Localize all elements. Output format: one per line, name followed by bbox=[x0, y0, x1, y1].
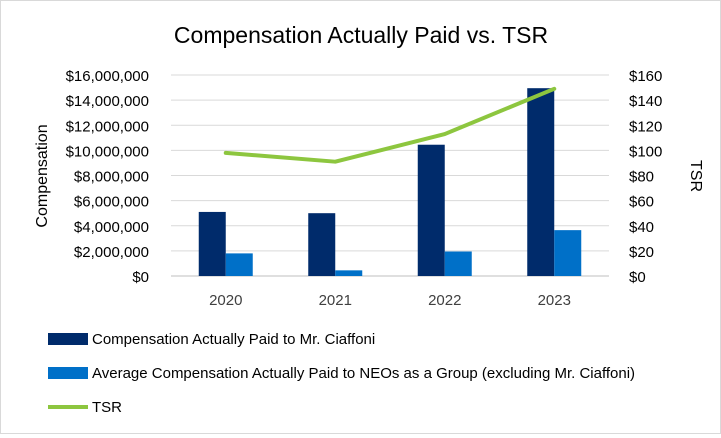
bar-ciaffoni bbox=[527, 88, 554, 276]
y-tick-label: $4,000,000 bbox=[74, 219, 149, 236]
bar-ciaffoni bbox=[418, 145, 445, 276]
legend-label: TSR bbox=[92, 399, 122, 416]
legend-label: Compensation Actually Paid to Mr. Ciaffo… bbox=[92, 331, 375, 348]
chart-title: Compensation Actually Paid vs. TSR bbox=[174, 22, 548, 48]
y-tick-label: $14,000,000 bbox=[66, 93, 149, 110]
legend-swatch bbox=[48, 367, 88, 379]
y2-tick-label: $160 bbox=[629, 68, 662, 85]
y2-tick-label: $100 bbox=[629, 143, 662, 160]
bar-neo-average bbox=[445, 252, 472, 276]
bar-ciaffoni bbox=[308, 213, 335, 276]
y2-tick-label: $120 bbox=[629, 118, 662, 135]
legend-label: Average Compensation Actually Paid to NE… bbox=[92, 365, 635, 382]
y2-tick-label: $0 bbox=[629, 269, 646, 286]
x-tick-label: 2022 bbox=[428, 292, 461, 309]
y2-tick-label: $140 bbox=[629, 93, 662, 110]
y-tick-label: $0 bbox=[132, 269, 149, 286]
y-tick-label: $10,000,000 bbox=[66, 143, 149, 160]
bar-neo-average bbox=[226, 253, 253, 276]
y-tick-label: $8,000,000 bbox=[74, 169, 149, 186]
legend: Compensation Actually Paid to Mr. Ciaffo… bbox=[48, 331, 635, 416]
bar-neo-average bbox=[335, 270, 362, 276]
y-tick-label: $6,000,000 bbox=[74, 194, 149, 211]
bar-ciaffoni bbox=[199, 212, 226, 276]
x-tick-label: 2023 bbox=[538, 292, 571, 309]
y2-tick-label: $80 bbox=[629, 169, 654, 186]
y2-axis-label: TSR bbox=[687, 160, 704, 192]
y2-tick-label: $40 bbox=[629, 219, 654, 236]
y2-tick-label: $60 bbox=[629, 194, 654, 211]
y-tick-label: $2,000,000 bbox=[74, 244, 149, 261]
x-tick-label: 2021 bbox=[319, 292, 352, 309]
y2-tick-label: $20 bbox=[629, 244, 654, 261]
bar-neo-average bbox=[554, 230, 581, 276]
y-tick-label: $12,000,000 bbox=[66, 118, 149, 135]
y-axis-label: Compensation bbox=[34, 124, 51, 227]
bars-group bbox=[199, 88, 582, 276]
legend-swatch bbox=[48, 333, 88, 345]
x-tick-label: 2020 bbox=[209, 292, 242, 309]
y-tick-label: $16,000,000 bbox=[66, 68, 149, 85]
